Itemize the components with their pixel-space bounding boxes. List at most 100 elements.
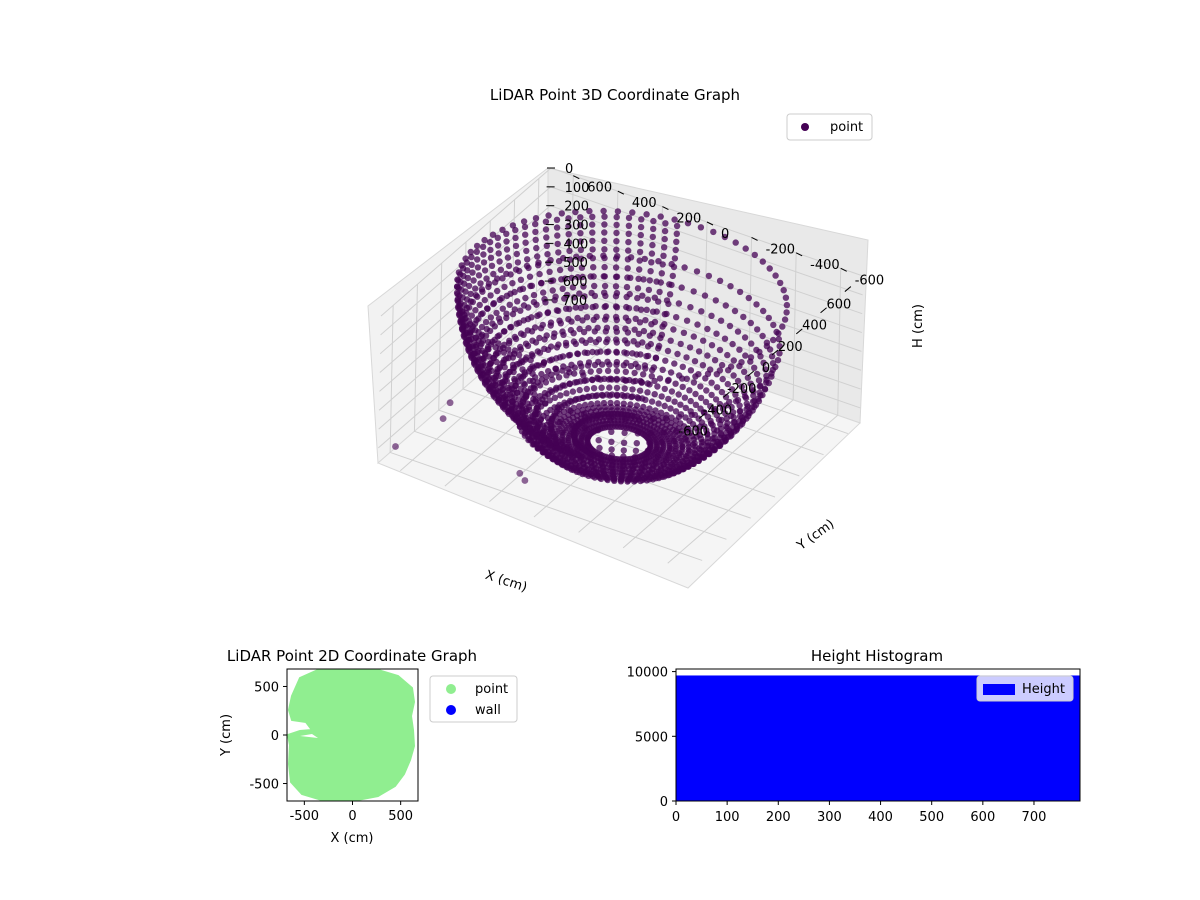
point-3d-2235 [678,284,685,291]
point-3d-1347 [565,406,572,413]
point-3d-1464 [545,368,552,375]
point-3d-1875 [582,339,589,346]
point-3d-1174 [542,400,549,407]
point-3d-739 [503,391,510,398]
point-3d-891 [465,282,473,290]
point-3d-1137 [499,344,507,351]
histogram-frame [675,668,1081,802]
point-3d-2016 [702,375,709,382]
point-3d-1920 [622,368,629,375]
point-3d-1014 [482,318,490,326]
point-3d-1204 [487,292,494,299]
point-3d-2272 [710,228,717,236]
point-3d-2223 [636,248,644,256]
point-3d-1891 [702,398,710,406]
point-3d-1898 [665,395,672,403]
x-tick-label-hist-7: 700 [1022,810,1047,825]
chart-2d-plot-area [287,669,418,801]
point-3d-2068 [631,326,638,333]
point-3d-2065 [730,357,737,364]
point-3d-2233 [658,270,665,277]
point-3d-2043 [753,346,760,354]
point-3d-2031 [713,371,720,378]
point-3d-2117 [636,319,644,326]
point-3d-2086 [635,330,643,338]
point-3d-2220 [625,222,633,229]
point-3d-1878 [568,318,575,325]
point-3d-1713 [743,400,750,407]
point-3d-1758 [523,247,530,255]
x-tick-label-2d-0: -500 [290,809,320,824]
point-3d-1816 [734,396,742,404]
point-3d-2201 [640,276,647,283]
point-3d-620 [496,389,503,396]
point-3d-2193 [717,317,725,324]
point-3d-1211 [481,267,489,274]
point-3d-1562 [504,254,512,261]
chart-2d: LiDAR Point 2D Coordinate Graph -500 0 500… [219,647,518,846]
y-tick-mark-3d-5 [617,190,625,195]
point-3d-1994 [576,290,583,297]
point-3d-1764 [544,309,551,317]
point-3d-1989 [568,274,575,282]
point-3d-1318 [488,262,496,269]
point-3d-2135 [589,213,596,220]
legend-label-wall-2d: wall [475,703,501,718]
point-3d-1969 [555,249,562,256]
point-3d-1871 [576,325,583,333]
legend-marker-point-3d [801,123,809,131]
point-3d-1810 [557,320,564,327]
y-tick-label-hist-1: 5000 [635,730,668,745]
point-3d-1915 [543,234,550,241]
point-3d-1844 [642,396,649,403]
point-3d-1782 [560,331,567,338]
point-3d-2105 [704,352,711,359]
point-3d-1552 [724,424,731,432]
point-3d-2159 [680,329,688,336]
point-3d-2155 [634,294,641,302]
point-3d-2215 [636,257,643,264]
point-3d-2181 [740,313,747,321]
x-tick-label-hist-4: 400 [868,810,893,825]
point-3d-1923 [728,386,736,393]
point-3d-2256 [681,264,688,271]
point-3d-1082 [474,264,482,271]
point-3d-1881 [622,377,629,384]
point-3d-2168 [601,213,608,220]
point-3d-1755 [722,410,729,417]
point-3d-2124 [667,337,674,344]
point-3d-2164 [713,330,720,337]
point-3d-1814 [613,384,621,392]
point-3d-1611 [768,373,775,380]
y-tick-mark-3d-4 [662,206,669,211]
point-3d-1350 [542,379,550,386]
point-3d-1858 [532,215,540,222]
histogram-ticks: 0 100 200 300 400 500 600 700 0 5000 10000 [627,666,1047,825]
point-3d-1865 [682,404,689,412]
point-3d-2033 [725,367,732,374]
point-3d-2113 [600,273,607,280]
point-3d-933 [502,373,509,381]
legend-swatch-height [983,684,1015,695]
y-tick-label-3d-2: -200 [766,242,796,257]
point-3d-1670 [512,242,520,250]
point-3d-1948 [583,314,591,321]
point-3d-1743 [606,392,614,399]
point-3d-1634 [519,285,527,292]
point-3d-2225 [641,255,648,263]
point-3d-1735 [776,350,783,357]
point-3d-2213 [666,291,674,298]
point-3d-1781 [742,394,750,402]
point-3d-1852 [661,402,668,410]
point-3d-2247 [643,211,650,218]
point-3d-1957 [623,359,630,366]
point-3d-1837 [533,244,540,252]
point-3d-1972 [679,383,686,391]
legend-box-3d [786,113,873,141]
point-3d-2262 [732,239,739,246]
point-3d-1385 [533,362,541,369]
point-3d-2059 [742,352,749,359]
point-3d-1265 [536,382,544,389]
point-3d-1874 [732,391,739,398]
point-3d-2112 [754,326,761,333]
